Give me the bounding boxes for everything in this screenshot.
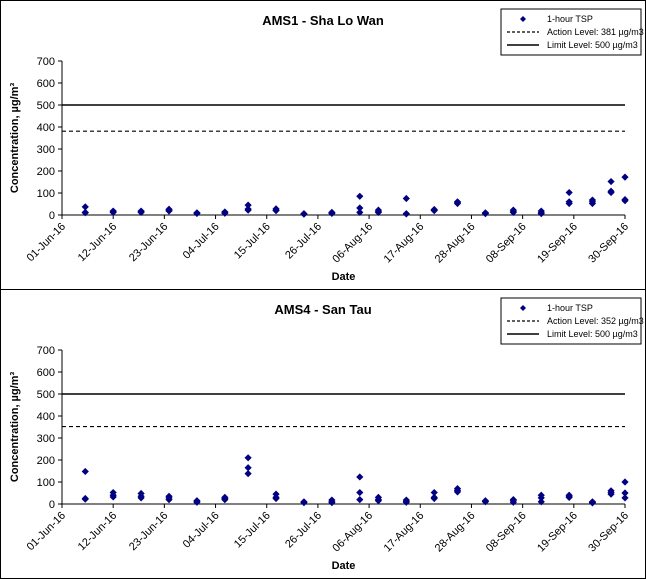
data-point — [565, 493, 573, 501]
data-point — [607, 188, 615, 197]
data-point — [272, 207, 280, 215]
legend-label: Limit Level: 500 µg/m3 — [547, 40, 638, 50]
data-point — [481, 498, 490, 506]
y-tick-label: 400 — [37, 122, 55, 134]
data-point — [509, 208, 517, 216]
data-point — [374, 208, 382, 216]
data-point — [588, 499, 597, 507]
data-point — [453, 488, 462, 496]
data-point — [356, 208, 364, 216]
x-axis-title: Date — [332, 560, 356, 572]
legend-box — [500, 297, 642, 345]
data-point — [328, 209, 336, 218]
y-tick-label: 600 — [37, 78, 55, 90]
data-point — [244, 206, 252, 214]
data-point — [244, 470, 252, 478]
data-point — [607, 490, 615, 498]
y-tick-label: 300 — [37, 144, 55, 156]
data-point — [537, 498, 545, 506]
y-tick-label: 200 — [37, 455, 55, 467]
data-point — [81, 495, 89, 503]
y-tick-label: 500 — [37, 100, 55, 112]
data-point — [137, 494, 145, 502]
data-point — [356, 496, 364, 504]
data-point — [244, 201, 252, 209]
data-point — [565, 188, 573, 197]
y-axis-title: Concentration, µg/m³ — [9, 372, 21, 483]
legend-label: Limit Level: 500 µg/m3 — [547, 329, 638, 339]
y-tick-label: 700 — [37, 345, 55, 357]
x-axis-title: Date — [332, 271, 356, 283]
y-tick-label: 300 — [37, 433, 55, 445]
data-point — [165, 496, 173, 504]
data-point — [430, 488, 438, 497]
data-point — [81, 209, 89, 217]
y-tick-label: 700 — [37, 56, 55, 68]
data-point — [81, 203, 89, 211]
data-point — [430, 494, 438, 503]
data-point — [300, 210, 308, 218]
data-point — [137, 208, 145, 216]
y-tick-label: 200 — [37, 166, 55, 178]
y-tick-label: 0 — [49, 499, 55, 511]
data-point — [244, 464, 252, 472]
data-point — [621, 478, 629, 486]
data-point — [509, 498, 517, 506]
y-tick-label: 100 — [37, 188, 55, 200]
data-point — [621, 494, 629, 502]
data-point — [621, 173, 629, 181]
data-point — [193, 498, 201, 506]
data-point — [402, 498, 410, 506]
data-point — [621, 197, 629, 205]
data-point — [221, 496, 229, 504]
y-tick-label: 500 — [37, 389, 55, 401]
data-point — [588, 199, 597, 208]
chart-title: AMS1 - Sha Lo Wan — [262, 13, 384, 28]
data-point — [565, 199, 573, 208]
chart-title: AMS4 - San Tau — [274, 302, 371, 317]
data-point — [356, 192, 364, 200]
legend-marker-tsp — [520, 305, 526, 311]
data-point — [374, 497, 382, 505]
data-point — [356, 473, 364, 481]
data-point — [193, 209, 201, 218]
y-axis-title: Concentration, µg/m³ — [9, 83, 21, 194]
legend-label: Action Level: 352 µg/m3 — [547, 316, 644, 326]
legend-label: 1-hour TSP — [547, 14, 593, 24]
data-point — [453, 199, 462, 208]
data-point — [221, 209, 229, 217]
legend-label: 1-hour TSP — [547, 303, 593, 313]
data-point — [402, 194, 410, 203]
data-point — [356, 204, 364, 212]
data-point — [109, 208, 117, 216]
data-point — [244, 454, 252, 462]
data-point — [607, 177, 615, 186]
data-point — [81, 467, 89, 476]
data-point — [481, 210, 490, 218]
data-point — [537, 494, 545, 502]
y-tick-label: 600 — [37, 367, 55, 379]
y-tick-label: 0 — [49, 210, 55, 222]
y-tick-label: 400 — [37, 411, 55, 423]
data-point — [430, 207, 438, 215]
data-point — [109, 493, 117, 501]
data-point — [328, 499, 336, 507]
data-point — [537, 210, 545, 218]
data-point — [272, 494, 280, 503]
legend-label: Action Level: 381 µg/m3 — [547, 27, 644, 37]
data-point — [621, 489, 629, 497]
legend-marker-tsp — [520, 16, 526, 22]
y-tick-label: 100 — [37, 477, 55, 489]
data-point — [165, 207, 173, 215]
data-point — [300, 499, 308, 507]
data-point — [356, 488, 364, 497]
data-point — [402, 210, 410, 218]
